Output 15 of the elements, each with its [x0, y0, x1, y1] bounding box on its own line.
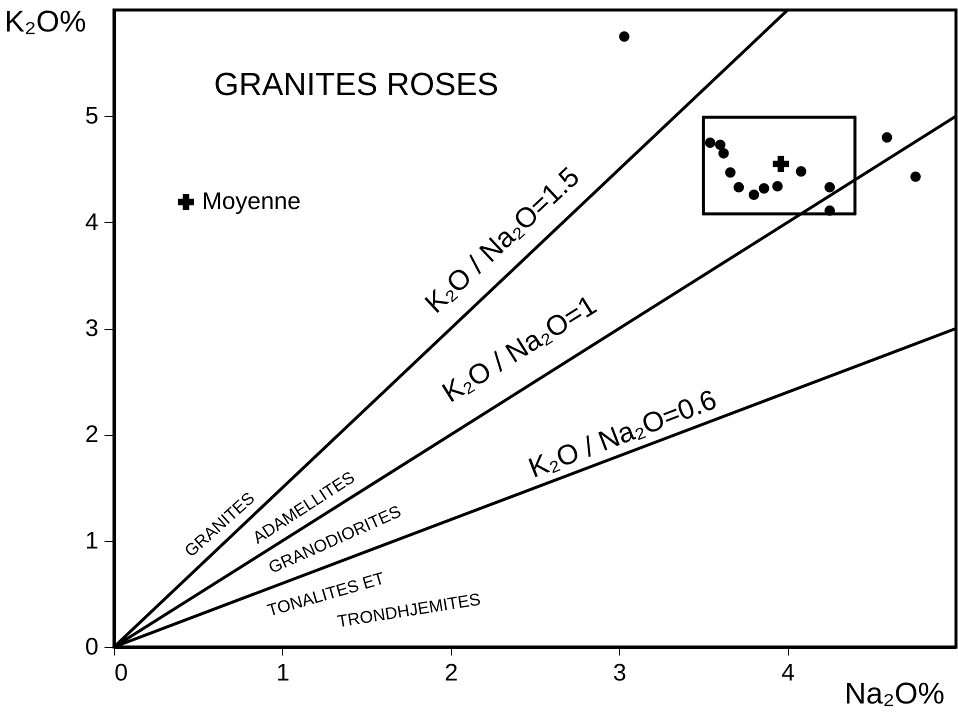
y-tick-label: 0 [85, 634, 98, 660]
y-tick-label: 3 [85, 315, 98, 342]
x-tick-label: 2 [444, 660, 458, 686]
x-tick-label: 0 [114, 660, 128, 686]
x-tick-label: 1 [276, 660, 290, 686]
y-tick-label: 1 [85, 527, 98, 554]
y-tick-label: 2 [85, 421, 98, 448]
x-tick-label: 4 [781, 660, 795, 686]
x-tick-label: 3 [613, 660, 626, 686]
y-tick-label: 5 [85, 102, 98, 130]
y-axis-title: K₂O% [4, 6, 86, 38]
legend-label: Moyenne [202, 188, 301, 215]
y-tick-label: 4 [85, 208, 98, 236]
x-axis-title: Na₂O% [844, 678, 944, 710]
text: GRANITES ROSES [214, 66, 498, 102]
